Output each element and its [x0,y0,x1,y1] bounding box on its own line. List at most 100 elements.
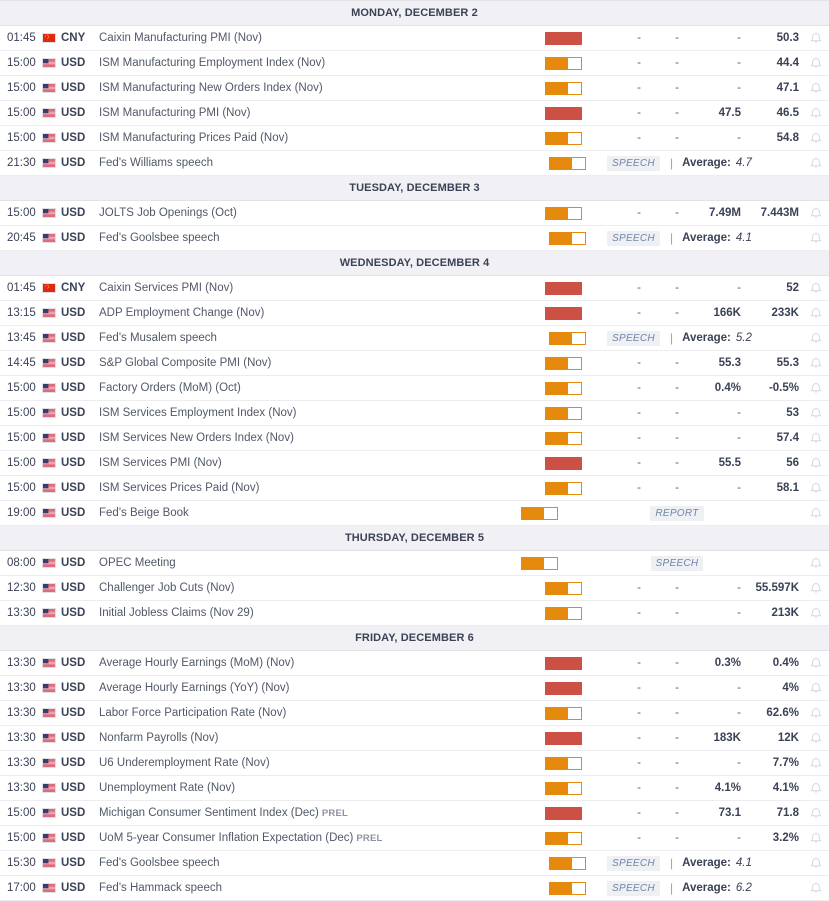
event-name[interactable]: Average Hourly Earnings (MoM) (Nov) [93,657,542,669]
event-name[interactable]: U6 Underemployment Rate (Nov) [93,757,542,769]
event-row[interactable]: 13:30 USD Unemployment Rate (Nov) - - 4.1% 4.1… [0,776,829,801]
event-name[interactable]: ISM Manufacturing New Orders Index (Nov) [93,82,542,94]
event-name[interactable]: Fed's Beige Book [93,507,518,519]
event-name[interactable]: ISM Services Employment Index (Nov) [93,407,542,419]
event-row[interactable]: 13:30 USD Labor Force Participation Rate (… [0,701,829,726]
bell-icon[interactable] [803,57,829,70]
event-row[interactable]: 15:00 USD UoM 5-year Consumer Inflation Ex… [0,826,829,851]
event-row[interactable]: 13:30 USD Average Hourly Earnings (MoM) (N… [0,651,829,676]
event-row[interactable]: 01:45 CNY Caixin Manufacturing PMI (Nov) - -… [0,26,829,51]
event-name[interactable]: Caixin Services PMI (Nov) [93,282,542,294]
event-name[interactable]: Fed's Williams speech [93,157,546,169]
event-name[interactable]: OPEC Meeting [93,557,518,569]
bell-icon[interactable] [803,782,829,795]
bell-icon[interactable] [803,507,829,520]
bell-icon[interactable] [803,682,829,695]
event-name[interactable]: Nonfarm Payrolls (Nov) [93,732,542,744]
bell-icon[interactable] [803,557,829,570]
event-name[interactable]: Michigan Consumer Sentiment Index (Dec) P… [93,807,542,819]
bell-icon[interactable] [803,207,829,220]
event-row[interactable]: 15:00 USD ISM Services New Orders Index (N… [0,426,829,451]
event-name[interactable]: Initial Jobless Claims (Nov 29) [93,607,542,619]
event-name[interactable]: ISM Services Prices Paid (Nov) [93,482,542,494]
bell-icon[interactable] [803,482,829,495]
event-name[interactable]: ISM Manufacturing PMI (Nov) [93,107,542,119]
bell-icon[interactable] [803,582,829,595]
event-row[interactable]: 13:30 USD U6 Underemployment Rate (Nov) - - -… [0,751,829,776]
usd-flag [40,808,58,818]
bell-icon[interactable] [803,357,829,370]
bell-icon[interactable] [803,107,829,120]
event-name-text: Fed's Williams speech [99,157,214,169]
event-name[interactable]: Unemployment Rate (Nov) [93,782,542,794]
event-name[interactable]: Fed's Goolsbee speech [93,857,546,869]
bell-icon[interactable] [803,857,829,870]
event-row[interactable]: 13:15 USD ADP Employment Change (Nov) - - 166… [0,301,829,326]
event-name[interactable]: ISM Services PMI (Nov) [93,457,542,469]
event-row[interactable]: 15:00 USD Michigan Consumer Sentiment Inde… [0,801,829,826]
event-name[interactable]: ISM Services New Orders Index (Nov) [93,432,542,444]
bell-icon[interactable] [803,407,829,420]
event-name[interactable]: JOLTS Job Openings (Oct) [93,207,542,219]
event-name[interactable]: Fed's Goolsbee speech [93,232,546,244]
bell-icon[interactable] [803,657,829,670]
event-name[interactable]: ISM Manufacturing Prices Paid (Nov) [93,132,542,144]
bell-icon[interactable] [803,607,829,620]
event-name[interactable]: Challenger Job Cuts (Nov) [93,582,542,594]
bell-icon[interactable] [803,232,829,245]
event-row[interactable]: 15:30 USD Fed's Goolsbee speech SPEECH | Aver… [0,851,829,876]
day-header: WEDNESDAY, DECEMBER 4 [0,251,829,276]
event-row[interactable]: 19:00 USD Fed's Beige Book REPORT [0,501,829,526]
bell-icon[interactable] [803,82,829,95]
bell-icon[interactable] [803,457,829,470]
event-name[interactable]: ADP Employment Change (Nov) [93,307,542,319]
event-name[interactable]: ISM Manufacturing Employment Index (Nov) [93,57,542,69]
bell-icon[interactable] [803,132,829,145]
bell-icon[interactable] [803,32,829,45]
event-row[interactable]: 01:45 CNY Caixin Services PMI (Nov) - - - 52 [0,276,829,301]
event-row[interactable]: 15:00 USD Factory Orders (MoM) (Oct) - - 0.4%… [0,376,829,401]
bell-icon[interactable] [803,882,829,895]
event-name[interactable]: UoM 5-year Consumer Inflation Expectatio… [93,832,542,844]
event-name[interactable]: S&P Global Composite PMI (Nov) [93,357,542,369]
event-name[interactable]: Caixin Manufacturing PMI (Nov) [93,32,542,44]
event-row[interactable]: 20:45 USD Fed's Goolsbee speech SPEECH | Aver… [0,226,829,251]
event-name[interactable]: Fed's Musalem speech [93,332,546,344]
event-row[interactable]: 15:00 USD ISM Manufacturing Employment Ind… [0,51,829,76]
event-name[interactable]: Fed's Hammack speech [93,882,546,894]
bell-icon[interactable] [803,732,829,745]
event-forecast: - [737,482,741,494]
bell-icon[interactable] [803,807,829,820]
bell-icon[interactable] [803,832,829,845]
event-row[interactable]: 15:00 USD ISM Services PMI (Nov) - - 55.5 56 [0,451,829,476]
bell-icon[interactable] [803,382,829,395]
event-row[interactable]: 14:45 USD S&P Global Composite PMI (Nov) - -… [0,351,829,376]
event-row[interactable]: 15:00 USD ISM Manufacturing Prices Paid (N… [0,126,829,151]
bell-icon[interactable] [803,332,829,345]
event-row[interactable]: 15:00 USD ISM Manufacturing New Orders Ind… [0,76,829,101]
bell-icon[interactable] [803,157,829,170]
event-consensus: - [675,307,679,319]
event-name[interactable]: Average Hourly Earnings (YoY) (Nov) [93,682,542,694]
event-row[interactable]: 13:30 USD Nonfarm Payrolls (Nov) - - 183K 12K [0,726,829,751]
event-row[interactable]: 13:30 USD Average Hourly Earnings (YoY) (N… [0,676,829,701]
event-row[interactable]: 15:00 USD JOLTS Job Openings (Oct) - - 7.49M 7… [0,201,829,226]
bell-icon[interactable] [803,757,829,770]
event-name[interactable]: Factory Orders (MoM) (Oct) [93,382,542,394]
bell-icon[interactable] [803,307,829,320]
event-row[interactable]: 08:00 USD OPEC Meeting SPEECH [0,551,829,576]
event-row[interactable]: 13:30 USD Initial Jobless Claims (Nov 29) -… [0,601,829,626]
event-row[interactable]: 15:00 USD ISM Manufacturing PMI (Nov) - - 47.… [0,101,829,126]
event-name[interactable]: Labor Force Participation Rate (Nov) [93,707,542,719]
event-forecast: 183K [713,732,742,744]
bell-icon[interactable] [803,707,829,720]
bell-icon[interactable] [803,432,829,445]
event-row[interactable]: 13:45 USD Fed's Musalem speech SPEECH | Avera… [0,326,829,351]
event-row[interactable]: 15:00 USD ISM Services Prices Paid (Nov) - -… [0,476,829,501]
bell-icon[interactable] [803,282,829,295]
event-row[interactable]: 21:30 USD Fed's Williams speech SPEECH | Aver… [0,151,829,176]
event-row[interactable]: 17:00 USD Fed's Hammack speech SPEECH | Avera… [0,876,829,901]
event-row[interactable]: 12:30 USD Challenger Job Cuts (Nov) - - - 55.5… [0,576,829,601]
event-row[interactable]: 15:00 USD ISM Services Employment Index (N… [0,401,829,426]
event-time: 19:00 [7,507,36,519]
